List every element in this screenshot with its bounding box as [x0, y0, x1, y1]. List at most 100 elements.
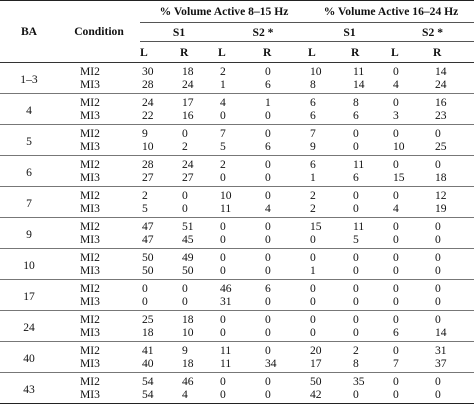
- value-cell: 0: [393, 65, 399, 78]
- value-cell: 4: [391, 202, 433, 218]
- table-row: MI3 54 4 0 0 42 0 0 0: [0, 388, 474, 404]
- value-cell: 9: [142, 127, 148, 140]
- ba-cell: 7: [0, 186, 58, 218]
- value-cell: 7: [310, 127, 316, 140]
- condition-cell: MI2: [80, 158, 100, 171]
- value-cell: 0: [393, 313, 399, 326]
- value-cell: 0: [435, 220, 441, 233]
- condition-cell: MI3: [58, 233, 140, 249]
- table-row: MI3 27 27 0 0 1 6 15 18: [0, 171, 474, 187]
- header-r: R: [433, 41, 474, 63]
- table-row: MI3 22 16 0 0 6 6 3 23: [0, 109, 474, 125]
- header-l: L: [140, 41, 180, 63]
- value-cell: 31: [218, 295, 263, 311]
- value-cell: 1: [265, 96, 271, 109]
- value-cell: 46: [182, 375, 194, 388]
- value-cell: 0: [263, 388, 308, 404]
- value-cell: 28: [142, 158, 154, 171]
- value-cell: 0: [182, 189, 188, 202]
- table-row: MI3 50 50 0 0 1 0 0 0: [0, 264, 474, 280]
- value-cell: 5: [218, 140, 263, 156]
- value-cell: 10: [220, 189, 232, 202]
- header-group-16-24hz: % Volume Active 16–24 Hz: [308, 0, 474, 23]
- condition-cell: MI2: [80, 127, 100, 140]
- condition-cell: MI2: [80, 189, 100, 202]
- condition-cell: MI3: [58, 357, 140, 373]
- header-l: L: [308, 41, 351, 63]
- value-cell: 50: [180, 264, 218, 280]
- value-cell: 0: [433, 295, 474, 311]
- value-cell: 0: [435, 127, 441, 140]
- value-cell: 0: [265, 375, 271, 388]
- value-cell: 6: [263, 78, 308, 94]
- value-cell: 0: [433, 233, 474, 249]
- condition-cell: MI2: [80, 344, 100, 357]
- value-cell: 11: [353, 220, 365, 233]
- table-row: 1–3 MI2 30 18 2 0 10 11 0 14: [0, 62, 474, 94]
- value-cell: 9: [182, 344, 188, 357]
- value-cell: 0: [308, 326, 351, 342]
- condition-cell: MI2: [80, 65, 100, 78]
- value-cell: 0: [218, 326, 263, 342]
- value-cell: 49: [182, 251, 194, 264]
- value-cell: 0: [182, 282, 188, 295]
- value-cell: 6: [351, 109, 391, 125]
- value-cell: 46: [220, 282, 232, 295]
- header-r: R: [263, 41, 308, 63]
- value-cell: 24: [180, 78, 218, 94]
- value-cell: 0: [218, 171, 263, 187]
- value-cell: 0: [353, 127, 359, 140]
- value-cell: 12: [435, 189, 447, 202]
- condition-cell: MI3: [58, 171, 140, 187]
- value-cell: 0: [393, 375, 399, 388]
- value-cell: 18: [140, 326, 180, 342]
- value-cell: 0: [353, 189, 359, 202]
- value-cell: 10: [310, 65, 322, 78]
- value-cell: 47: [142, 220, 154, 233]
- table-row: MI3 0 0 31 0 0 0 0 0: [0, 295, 474, 311]
- value-cell: 4: [263, 202, 308, 218]
- value-cell: 10: [391, 140, 433, 156]
- value-cell: 0: [353, 313, 359, 326]
- header-condition: Condition: [58, 0, 140, 63]
- value-cell: 45: [180, 233, 218, 249]
- value-cell: 0: [393, 282, 399, 295]
- value-cell: 11: [218, 202, 263, 218]
- value-cell: 6: [263, 140, 308, 156]
- value-cell: 23: [433, 109, 474, 125]
- value-cell: 11: [220, 344, 232, 357]
- value-cell: 50: [142, 251, 154, 264]
- value-cell: 18: [182, 313, 194, 326]
- value-cell: 28: [140, 78, 180, 94]
- value-cell: 0: [391, 388, 433, 404]
- value-cell: 2: [310, 189, 316, 202]
- ba-cell: 43: [0, 372, 58, 404]
- value-cell: 1: [308, 171, 351, 187]
- value-cell: 2: [353, 344, 359, 357]
- value-cell: 0: [351, 202, 391, 218]
- ba-cell: 10: [0, 248, 58, 280]
- value-cell: 11: [218, 357, 263, 373]
- value-cell: 6: [265, 282, 271, 295]
- value-cell: 22: [140, 109, 180, 125]
- table-row: MI3 28 24 1 6 8 14 4 24: [0, 78, 474, 94]
- value-cell: 24: [182, 158, 194, 171]
- table-row: 24 MI2 25 18 0 0 0 0 0 0: [0, 310, 474, 342]
- value-cell: 0: [265, 158, 271, 171]
- table-row: MI3 18 10 0 0 0 0 6 14: [0, 326, 474, 342]
- table-row: 43 MI2 54 46 0 0 50 35 0 0: [0, 372, 474, 404]
- value-cell: 0: [265, 65, 271, 78]
- value-cell: 0: [263, 326, 308, 342]
- value-cell: 5: [140, 202, 180, 218]
- header-s2-8-15: S2 *: [218, 22, 308, 42]
- table-row: 9 MI2 47 51 0 0 15 11 0 0: [0, 217, 474, 249]
- value-cell: 0: [265, 220, 271, 233]
- table-body: 1–3 MI2 30 18 2 0 10 11 0 14 MI3 28 24 1 6 8 14 4 24 4 MI2 24…: [0, 62, 474, 404]
- value-cell: 0: [265, 344, 271, 357]
- value-cell: 20: [310, 344, 322, 357]
- value-cell: 2: [142, 189, 148, 202]
- condition-cell: MI2: [80, 375, 100, 388]
- value-cell: 54: [142, 375, 154, 388]
- value-cell: 0: [393, 344, 399, 357]
- value-cell: 24: [433, 78, 474, 94]
